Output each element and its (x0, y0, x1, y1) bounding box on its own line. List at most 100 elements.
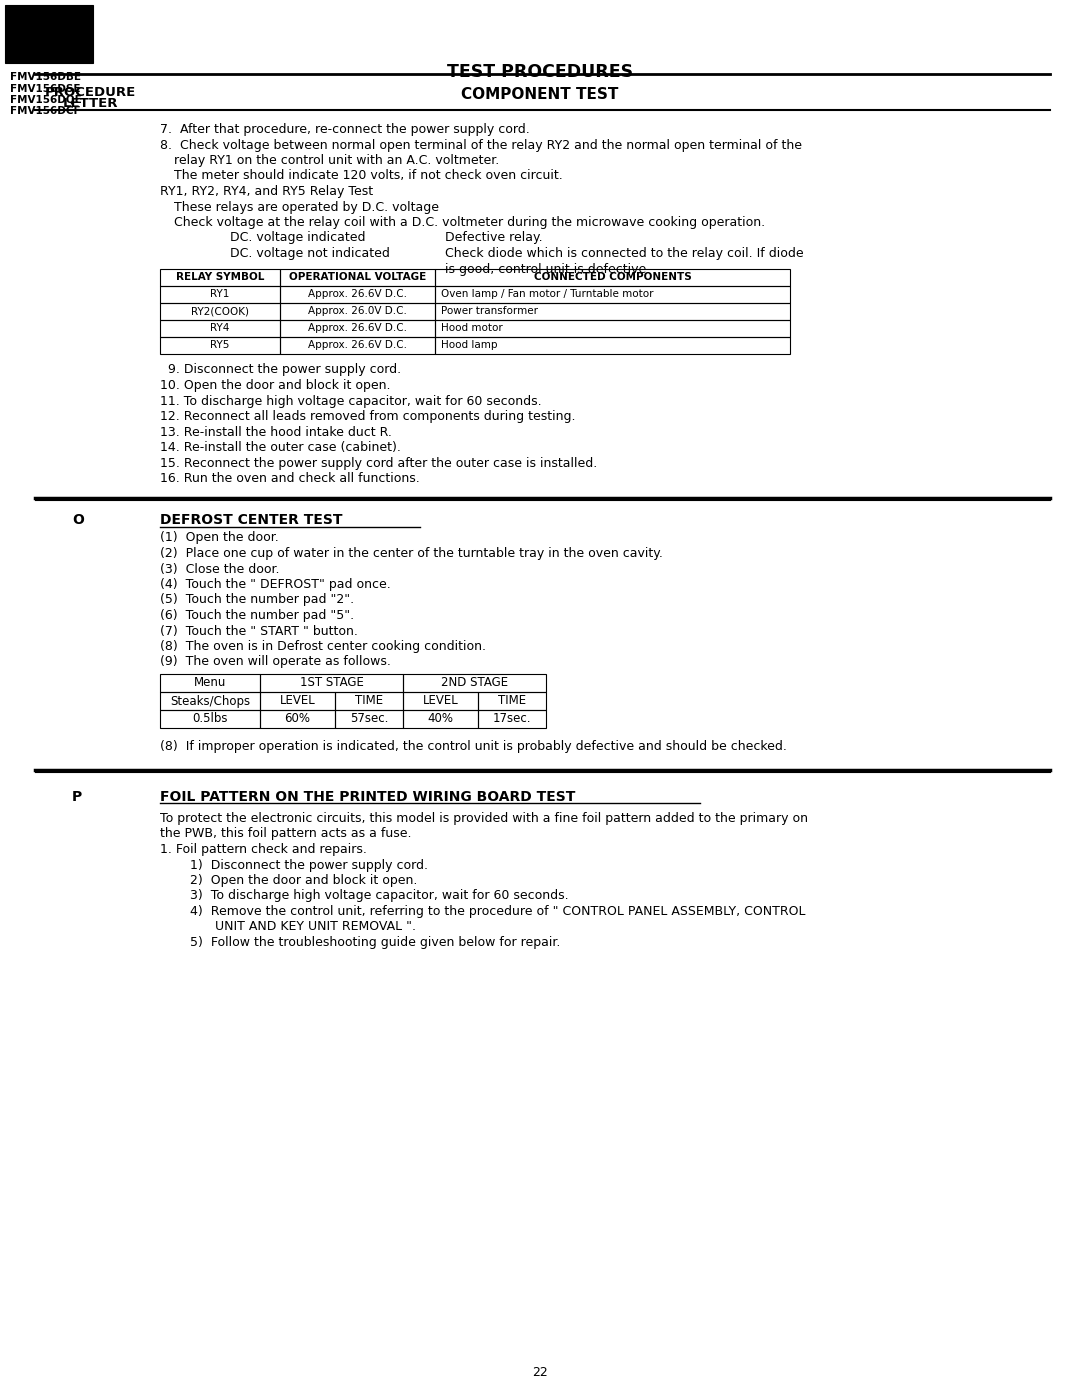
Text: OPERATIONAL VOLTAGE: OPERATIONAL VOLTAGE (288, 272, 427, 282)
Bar (435, 337, 789, 353)
Text: (3)  Close the door.: (3) Close the door. (160, 563, 280, 576)
Text: RY4: RY4 (211, 323, 230, 332)
Text: (4)  Touch the " DEFROST" pad once.: (4) Touch the " DEFROST" pad once. (160, 578, 391, 591)
Text: 60%: 60% (284, 712, 311, 725)
Text: TIME: TIME (498, 694, 526, 707)
Text: FMV156DBE: FMV156DBE (10, 73, 81, 82)
Bar (260, 692, 335, 710)
Text: 40%: 40% (428, 712, 454, 725)
Text: Approx. 26.6V D.C.: Approx. 26.6V D.C. (308, 339, 407, 351)
Text: Defective relay.: Defective relay. (445, 232, 542, 244)
Text: RY1, RY2, RY4, and RY5 Relay Test: RY1, RY2, RY4, and RY5 Relay Test (160, 184, 373, 198)
Text: Approx. 26.6V D.C.: Approx. 26.6V D.C. (308, 289, 407, 299)
Text: 14. Re-install the outer case (cabinet).: 14. Re-install the outer case (cabinet). (160, 441, 401, 454)
Text: CONNECTED COMPONENTS: CONNECTED COMPONENTS (534, 272, 691, 282)
Bar (5, 6, 93, 63)
Text: (7)  Touch the " START " button.: (7) Touch the " START " button. (160, 624, 357, 637)
Text: LETTER: LETTER (63, 96, 118, 110)
Text: 7.  After that procedure, re-connect the power supply cord.: 7. After that procedure, re-connect the … (160, 123, 530, 136)
Text: 11. To discharge high voltage capacitor, wait for 60 seconds.: 11. To discharge high voltage capacitor,… (160, 394, 542, 408)
Bar (160, 692, 260, 710)
Text: RELAY SYMBOL: RELAY SYMBOL (176, 272, 265, 282)
Text: (2)  Place one cup of water in the center of the turntable tray in the oven cavi: (2) Place one cup of water in the center… (160, 548, 663, 560)
Text: 57sec.: 57sec. (350, 712, 388, 725)
Text: RY2(COOK): RY2(COOK) (191, 306, 249, 316)
Text: 17sec.: 17sec. (492, 712, 531, 725)
Text: 10. Open the door and block it open.: 10. Open the door and block it open. (160, 379, 391, 393)
Text: FMV156DQE: FMV156DQE (10, 95, 82, 105)
Bar (403, 673, 546, 692)
Text: UNIT AND KEY UNIT REMOVAL ".: UNIT AND KEY UNIT REMOVAL ". (215, 921, 416, 933)
Text: TIME: TIME (355, 694, 383, 707)
Bar (280, 303, 435, 320)
Text: Menu: Menu (193, 676, 226, 690)
Bar (260, 673, 403, 692)
Text: P: P (72, 789, 82, 805)
Text: 15. Reconnect the power supply cord after the outer case is installed.: 15. Reconnect the power supply cord afte… (160, 457, 597, 469)
Text: the PWB, this foil pattern acts as a fuse.: the PWB, this foil pattern acts as a fus… (160, 827, 411, 841)
Text: FOIL PATTERN ON THE PRINTED WIRING BOARD TEST: FOIL PATTERN ON THE PRINTED WIRING BOARD… (160, 789, 576, 805)
Text: (9)  The oven will operate as follows.: (9) The oven will operate as follows. (160, 655, 391, 669)
Bar (478, 710, 546, 728)
Text: DC. voltage indicated: DC. voltage indicated (230, 232, 365, 244)
Bar (435, 268, 789, 285)
Bar (160, 673, 260, 692)
Bar (335, 692, 403, 710)
Text: To protect the electronic circuits, this model is provided with a fine foil patt: To protect the electronic circuits, this… (160, 812, 808, 826)
Bar (160, 285, 280, 303)
Text: 9. Disconnect the power supply cord.: 9. Disconnect the power supply cord. (160, 363, 401, 377)
Text: (8)  The oven is in Defrost center cooking condition.: (8) The oven is in Defrost center cookin… (160, 640, 486, 652)
Text: These relays are operated by D.C. voltage: These relays are operated by D.C. voltag… (174, 201, 438, 214)
Text: 22: 22 (532, 1366, 548, 1379)
Bar (160, 337, 280, 353)
Text: COMPONENT TEST: COMPONENT TEST (461, 87, 619, 102)
Text: DC. voltage not indicated: DC. voltage not indicated (230, 247, 390, 260)
Text: FMV156DSE: FMV156DSE (10, 84, 81, 94)
Text: 0.5lbs: 0.5lbs (192, 712, 228, 725)
Text: PROCEDURE: PROCEDURE (44, 87, 136, 99)
Bar (435, 303, 789, 320)
Bar (478, 692, 546, 710)
Bar (160, 710, 260, 728)
Text: 12. Reconnect all leads removed from components during testing.: 12. Reconnect all leads removed from com… (160, 409, 576, 423)
Bar (160, 303, 280, 320)
Bar (435, 320, 789, 337)
Text: The meter should indicate 120 volts, if not check oven circuit.: The meter should indicate 120 volts, if … (174, 169, 563, 183)
Text: LEVEL: LEVEL (280, 694, 315, 707)
Text: Approx. 26.6V D.C.: Approx. 26.6V D.C. (308, 323, 407, 332)
Text: RY1: RY1 (211, 289, 230, 299)
Text: DEFROST CENTER TEST: DEFROST CENTER TEST (160, 514, 342, 528)
Text: 16. Run the oven and check all functions.: 16. Run the oven and check all functions… (160, 472, 420, 485)
Text: 1. Foil pattern check and repairs.: 1. Foil pattern check and repairs. (160, 842, 367, 856)
Text: Check diode which is connected to the relay coil. If diode: Check diode which is connected to the re… (445, 247, 804, 260)
Bar (335, 710, 403, 728)
Text: Steaks/Chops: Steaks/Chops (170, 694, 251, 707)
Text: is good, control unit is defective.: is good, control unit is defective. (445, 263, 650, 275)
Bar (160, 320, 280, 337)
Text: (1)  Open the door.: (1) Open the door. (160, 531, 279, 545)
Text: relay RY1 on the control unit with an A.C. voltmeter.: relay RY1 on the control unit with an A.… (174, 154, 499, 168)
Text: 2ND STAGE: 2ND STAGE (441, 676, 508, 690)
Text: 8.  Check voltage between normal open terminal of the relay RY2 and the normal o: 8. Check voltage between normal open ter… (160, 138, 802, 151)
Bar (160, 268, 280, 285)
Text: 5)  Follow the troubleshooting guide given below for repair.: 5) Follow the troubleshooting guide give… (190, 936, 561, 949)
Text: 1ST STAGE: 1ST STAGE (299, 676, 364, 690)
Text: (8)  If improper operation is indicated, the control unit is probably defective : (8) If improper operation is indicated, … (160, 740, 787, 753)
Bar (403, 710, 478, 728)
Text: 2)  Open the door and block it open.: 2) Open the door and block it open. (190, 875, 417, 887)
Bar (435, 285, 789, 303)
Bar (280, 285, 435, 303)
Text: LEVEL: LEVEL (422, 694, 458, 707)
Text: FMV156DCF: FMV156DCF (10, 106, 81, 116)
Text: Oven lamp / Fan motor / Turntable motor: Oven lamp / Fan motor / Turntable motor (441, 289, 653, 299)
Bar (280, 268, 435, 285)
Text: TEST PROCEDURES: TEST PROCEDURES (447, 63, 633, 81)
Text: 4)  Remove the control unit, referring to the procedure of " CONTROL PANEL ASSEM: 4) Remove the control unit, referring to… (190, 905, 806, 918)
Bar (260, 710, 335, 728)
Text: RY5: RY5 (211, 339, 230, 351)
Text: Hood lamp: Hood lamp (441, 339, 498, 351)
Text: (5)  Touch the number pad "2".: (5) Touch the number pad "2". (160, 594, 354, 606)
Bar (403, 692, 478, 710)
Text: Approx. 26.0V D.C.: Approx. 26.0V D.C. (308, 306, 407, 316)
Text: 13. Re-install the hood intake duct R.: 13. Re-install the hood intake duct R. (160, 426, 392, 439)
